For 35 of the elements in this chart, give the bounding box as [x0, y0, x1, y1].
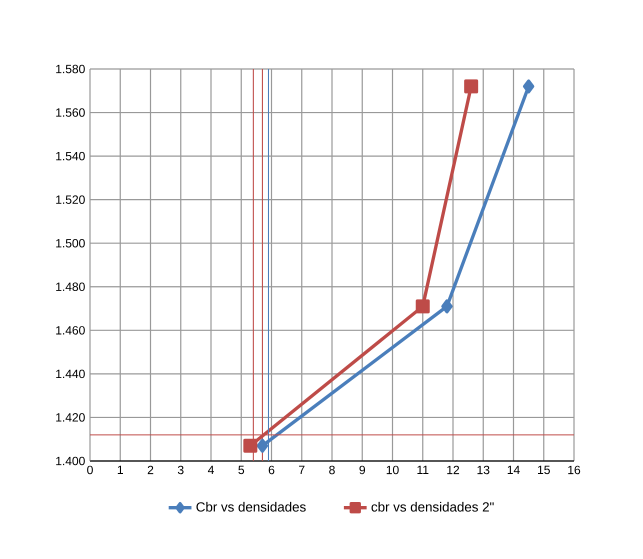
y-tick-label: 1.440: [56, 370, 85, 378]
point: [464, 79, 478, 94]
x-tick-label: 2: [148, 466, 154, 474]
x-tick-label: 4: [208, 466, 214, 474]
x-tick-label: 6: [268, 466, 274, 474]
y-tick-label: 1.540: [56, 152, 85, 160]
legend-label: cbr vs densidades 2": [372, 502, 494, 512]
y-tick-label: 1.480: [56, 282, 85, 292]
x-tick-label: 1: [118, 466, 123, 474]
x-tick-label: 3: [178, 466, 184, 474]
x-tick-label: 16: [568, 466, 580, 474]
y-tick-label: 1.520: [56, 195, 85, 204]
point: [522, 79, 534, 94]
y-tick-label: 1.580: [56, 64, 85, 74]
y-tick-label: 1.560: [56, 108, 85, 117]
point: [416, 299, 430, 314]
point: [243, 438, 258, 453]
y-tick-label: 1.400: [56, 456, 85, 466]
x-tick-label: 11: [417, 466, 428, 474]
x-tick-label: 15: [538, 466, 550, 474]
point: [441, 299, 453, 314]
x-tick-label: 9: [359, 466, 366, 474]
y-tick-label: 1.460: [56, 326, 85, 335]
y-tick-label: 1.420: [56, 413, 85, 422]
x-tick-label: 8: [329, 466, 335, 474]
x-tick-label: 0: [87, 466, 93, 474]
point: [256, 438, 268, 453]
x-tick-label: 5: [238, 466, 244, 474]
x-tick-label: 13: [477, 466, 490, 474]
x-tick-label: 7: [299, 466, 304, 474]
x-tick-label: 10: [386, 466, 399, 474]
x-tick-label: 14: [508, 466, 520, 474]
x-tick-label: 12: [447, 466, 460, 474]
legend-label: Cbr vs densidades: [196, 502, 306, 512]
y-tick-label: 1.500: [56, 238, 85, 248]
